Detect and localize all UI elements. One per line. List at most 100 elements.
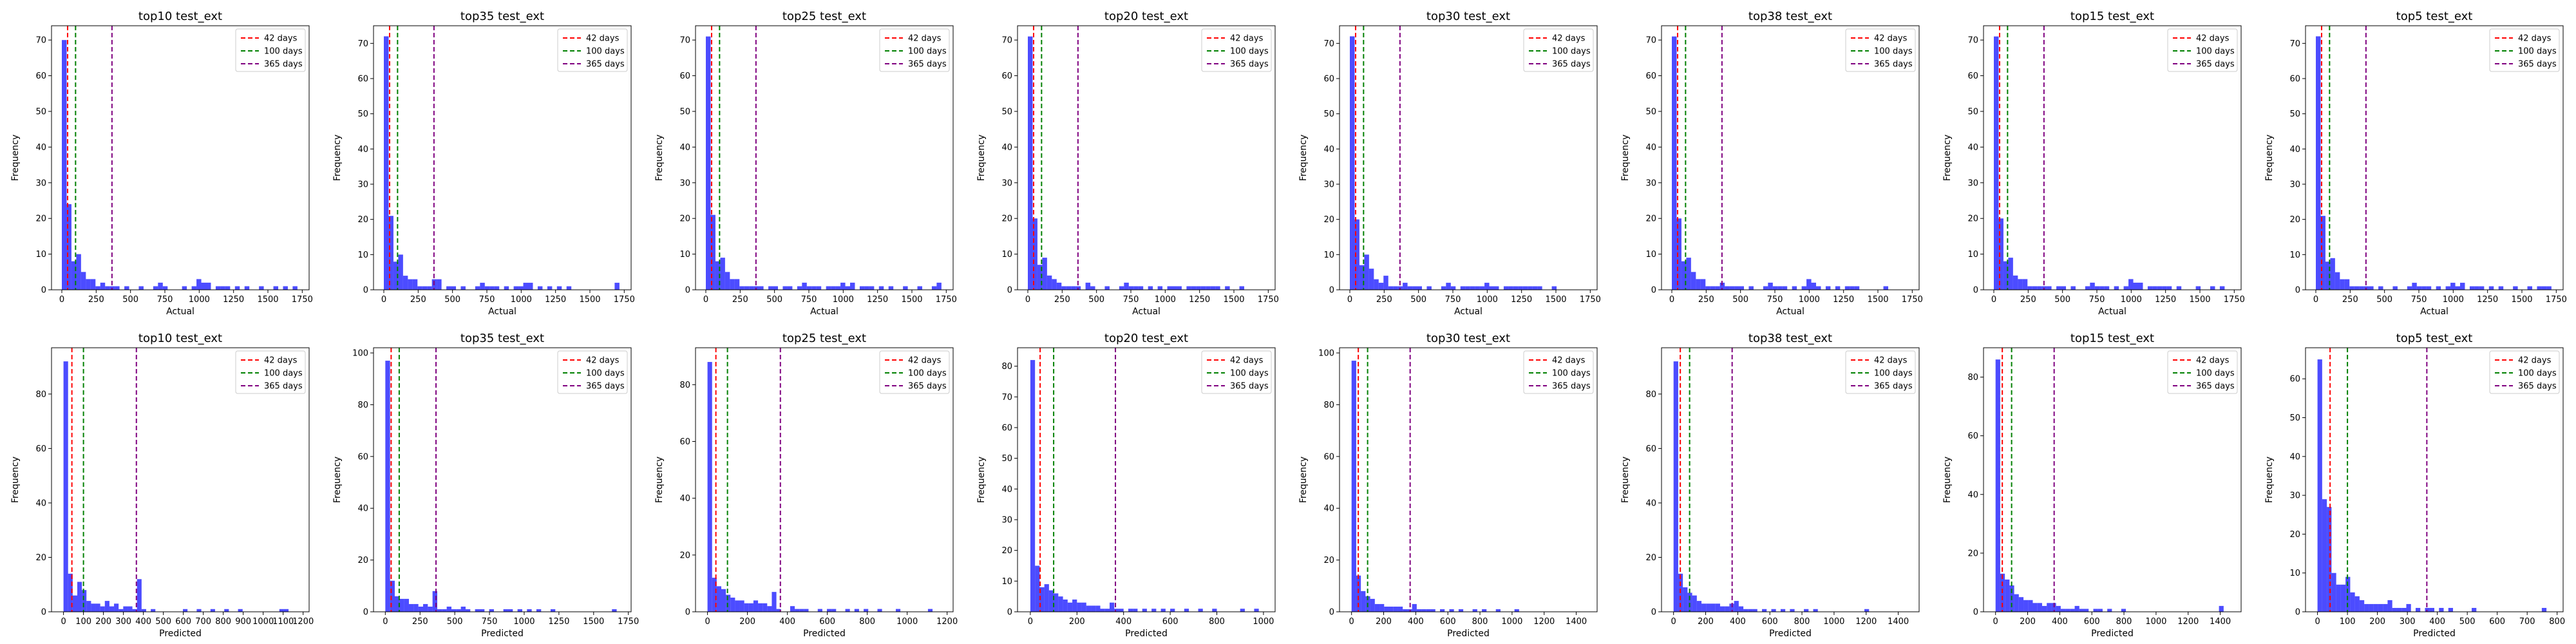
x-tick-label: 1000	[2443, 295, 2464, 305]
histogram-bar	[1104, 609, 1110, 612]
histogram-bar	[1743, 609, 1748, 612]
y-tick-label: 40	[2289, 452, 2300, 462]
x-tick-label: 800	[2549, 617, 2565, 627]
histogram-bar	[1692, 595, 1697, 612]
x-tick-label: 750	[1445, 295, 1461, 305]
x-tick-label: 1750	[2224, 295, 2245, 305]
y-tick-label: 60	[2289, 75, 2300, 84]
histogram-bar	[806, 286, 812, 290]
histogram-bar	[465, 609, 471, 612]
histogram-bar	[1705, 286, 1710, 290]
histogram-bar	[446, 606, 451, 612]
histogram-bar	[513, 286, 519, 290]
legend-label: 100 days	[1230, 47, 1269, 57]
x-tick-label: 1000	[1501, 617, 1522, 627]
histogram-bar	[1378, 283, 1384, 290]
y-tick-label: 20	[1001, 214, 1012, 224]
histogram-bar	[845, 609, 850, 612]
y-tick-label: 10	[679, 250, 690, 260]
x-tick-label: 1000	[1253, 617, 1274, 627]
x-tick-label: 1750	[1902, 295, 1923, 305]
x-tick-label: 1250	[867, 295, 888, 305]
y-tick-label: 10	[1645, 250, 1656, 260]
histogram-bar	[2426, 286, 2432, 290]
y-tick-label: 60	[1967, 71, 1978, 81]
histogram-bar	[2455, 286, 2460, 290]
histogram-bar	[1482, 609, 1487, 612]
histogram-bar	[2014, 594, 2019, 612]
histogram-bar	[2104, 286, 2110, 290]
histogram-bar	[417, 286, 422, 290]
legend-box	[2167, 28, 2238, 72]
histogram-bar	[1119, 286, 1124, 290]
histogram-bar	[1528, 286, 1533, 290]
histogram-panel-12: 0 200 400 600 800 1000 0 10 20 30 40 50 60 70 80 top20 …	[976, 332, 1276, 639]
x-tick-label: 250	[410, 295, 426, 305]
histogram-bar	[1673, 361, 1678, 612]
y-tick-label: 70	[679, 36, 690, 46]
histogram-bar	[2401, 607, 2407, 612]
x-tick-label: 0	[705, 617, 710, 627]
histogram-bar	[2429, 607, 2434, 612]
histogram-panel-14: 0 200 400 600 800 1000 1200 1400 0 20 40 60 80 top38 …	[1620, 332, 1920, 639]
histogram-bar	[1725, 286, 1730, 290]
chart-title: top5 test_ext	[2396, 332, 2473, 345]
histogram-bar	[2051, 603, 2056, 612]
histogram-bar	[2350, 592, 2355, 612]
x-tick-label: 800	[2116, 617, 2132, 627]
x-tick-label: 1000	[2145, 617, 2166, 627]
histogram-bar	[614, 283, 620, 290]
y-tick-label: 0	[1973, 608, 1978, 618]
histogram-bar	[537, 286, 543, 290]
histogram-bar	[1440, 609, 1445, 612]
legend-label: 42 days	[908, 356, 942, 366]
y-tick-label: 20	[679, 214, 690, 224]
histogram-bar	[114, 603, 119, 612]
histogram-bar	[1715, 286, 1720, 290]
histogram-bar	[1792, 286, 1797, 290]
y-tick-label: 60	[357, 452, 368, 462]
histogram-bar	[292, 286, 298, 290]
histogram-bar	[1100, 609, 1105, 612]
histogram-bar	[398, 254, 403, 290]
x-axis-label: Predicted	[1125, 629, 1168, 639]
axes-frame	[1017, 347, 1276, 612]
legend-label: 42 days	[1552, 34, 1586, 44]
axes-frame	[695, 347, 954, 612]
y-tick-label: 30	[2289, 491, 2300, 501]
y-tick-label: 70	[357, 39, 368, 49]
histogram-bar	[1119, 609, 1124, 612]
chart-title: top20 test_ext	[1104, 10, 1188, 23]
histogram-bar	[158, 282, 163, 290]
histogram-bar	[283, 609, 289, 612]
histogram-bar	[1998, 218, 2003, 290]
histogram-bar	[2412, 283, 2417, 290]
histogram-bar	[1458, 609, 1464, 612]
histogram-bars	[1994, 36, 2225, 290]
legend-box	[1201, 28, 1272, 72]
histogram-bar	[2061, 286, 2066, 290]
histogram-bar	[1690, 272, 1696, 290]
histogram-bar	[1460, 286, 1466, 290]
x-tick-label: 1500	[1867, 295, 1888, 305]
legend-label: 42 days	[908, 34, 942, 44]
y-tick-label: 20	[1323, 215, 1334, 225]
histogram-bars	[1028, 36, 1244, 290]
histogram-bar	[2469, 286, 2475, 290]
x-tick-label: 700	[2519, 617, 2535, 627]
x-tick-label: 1250	[1189, 295, 1210, 305]
y-tick-label: 0	[1007, 608, 1012, 618]
y-tick-label: 40	[1645, 498, 1656, 508]
histogram-bar	[1762, 609, 1767, 612]
histogram-bar	[1768, 282, 1773, 290]
legend-label: 42 days	[586, 356, 620, 366]
histogram-bar	[1170, 609, 1175, 612]
x-axis-label: Actual	[2098, 307, 2126, 317]
histogram-bar	[528, 283, 533, 290]
y-axis-label: Frequency	[1298, 135, 1309, 181]
legend-label: 365 days	[1230, 60, 1269, 70]
legend-box	[1523, 350, 1594, 394]
histogram-bar	[854, 609, 859, 612]
legend-label: 42 days	[2196, 356, 2230, 366]
legend-label: 42 days	[1874, 34, 1908, 44]
